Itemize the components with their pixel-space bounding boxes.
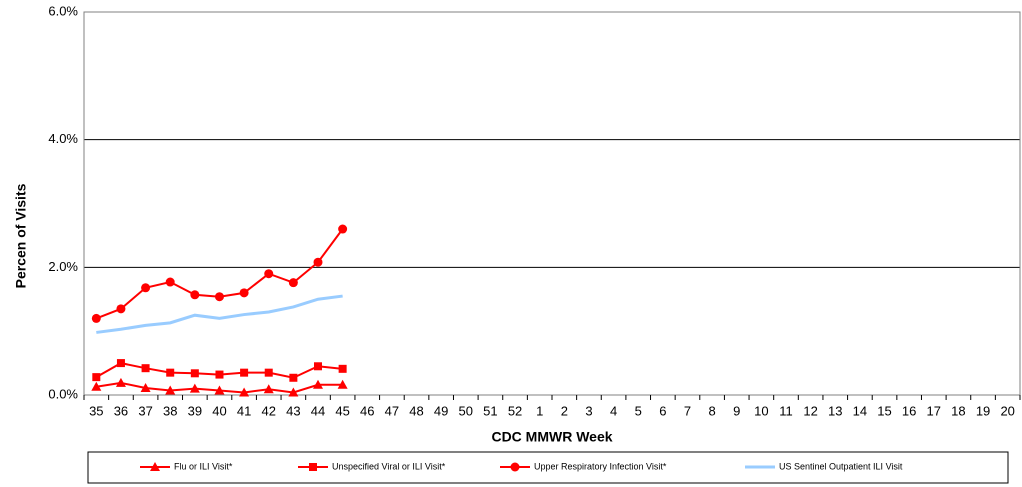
x-tick-label: 12 (803, 403, 817, 418)
marker (165, 277, 175, 287)
legend-marker (510, 462, 520, 472)
x-tick-label: 42 (262, 403, 276, 418)
x-tick-label: 16 (902, 403, 916, 418)
legend-marker (309, 463, 317, 471)
legend-label: Flu or ILI Visit* (174, 461, 233, 471)
marker (214, 292, 224, 302)
legend-box (87, 451, 1009, 484)
marker (314, 362, 322, 371)
x-tick-label: 17 (927, 403, 941, 418)
marker (189, 383, 200, 393)
marker (313, 257, 323, 267)
marker (141, 283, 151, 293)
x-tick-label: 6 (659, 403, 666, 418)
marker (92, 373, 101, 382)
x-tick-label: 14 (853, 403, 867, 418)
x-tick-label: 49 (434, 403, 448, 418)
y-tick-label: 0.0% (48, 386, 78, 401)
y-tick-label: 2.0% (48, 259, 78, 274)
marker (190, 369, 199, 378)
x-tick-label: 38 (163, 403, 177, 418)
marker (141, 364, 150, 373)
x-tick-label: 13 (828, 403, 842, 418)
x-tick-label: 46 (360, 403, 374, 418)
legend-label: Upper Respiratory Infection Visit* (534, 461, 667, 471)
x-tick-label: 9 (733, 403, 740, 418)
x-axis-title: CDC MMWR Week (491, 429, 612, 445)
marker (288, 387, 299, 397)
x-tick-label: 2 (561, 403, 568, 418)
marker (313, 379, 323, 389)
x-tick-label: 47 (385, 403, 399, 418)
x-tick-label: 19 (976, 403, 990, 418)
series-line (95, 228, 344, 320)
x-tick-label: 20 (1000, 403, 1014, 418)
marker (91, 313, 101, 323)
legend-marker (150, 462, 160, 471)
y-tick-label: 6.0% (48, 3, 78, 18)
marker (215, 370, 224, 379)
marker (140, 382, 151, 392)
marker (338, 364, 347, 373)
x-tick-label: 52 (508, 403, 522, 418)
x-tick-label: 36 (114, 403, 128, 418)
marker (264, 269, 274, 279)
marker (166, 368, 175, 377)
marker (165, 385, 176, 395)
x-tick-label: 41 (237, 403, 251, 418)
marker (214, 385, 225, 395)
marker (264, 368, 273, 377)
plot-border (83, 11, 1021, 396)
marker (263, 384, 274, 394)
marker (288, 278, 298, 288)
marker (338, 224, 348, 234)
legend-label: US Sentinel Outpatient ILI Visit (779, 461, 903, 471)
x-tick-label: 3 (585, 403, 592, 418)
marker (337, 379, 348, 389)
x-tick-label: 48 (409, 403, 423, 418)
series-line (96, 294, 343, 334)
y-axis-title: Percen of Visits (13, 183, 29, 288)
x-tick-label: 43 (286, 403, 300, 418)
x-tick-label: 18 (951, 403, 965, 418)
x-tick-label: 40 (212, 403, 226, 418)
x-tick-label: 45 (335, 403, 349, 418)
marker (115, 377, 126, 387)
marker (239, 387, 250, 397)
marker (116, 359, 125, 368)
x-tick-label: 44 (311, 403, 325, 418)
x-tick-label: 51 (483, 403, 497, 418)
legend-label: Unspecified Viral or ILI Visit* (332, 461, 446, 471)
marker (289, 373, 298, 382)
x-tick-label: 7 (684, 403, 691, 418)
x-tick-label: 39 (188, 403, 202, 418)
x-tick-label: 5 (635, 403, 642, 418)
marker (116, 304, 126, 314)
x-tick-label: 50 (459, 403, 473, 418)
marker (239, 288, 249, 298)
x-tick-label: 4 (610, 403, 617, 418)
marker (240, 368, 249, 377)
marker (190, 290, 200, 300)
x-tick-label: 37 (138, 403, 152, 418)
x-tick-label: 1 (536, 403, 543, 418)
x-tick-label: 35 (89, 403, 103, 418)
x-tick-label: 11 (779, 403, 793, 418)
y-tick-label: 4.0% (48, 131, 78, 146)
marker (91, 381, 102, 391)
x-tick-label: 15 (877, 403, 891, 418)
x-tick-label: 10 (754, 403, 768, 418)
x-tick-label: 8 (708, 403, 715, 418)
